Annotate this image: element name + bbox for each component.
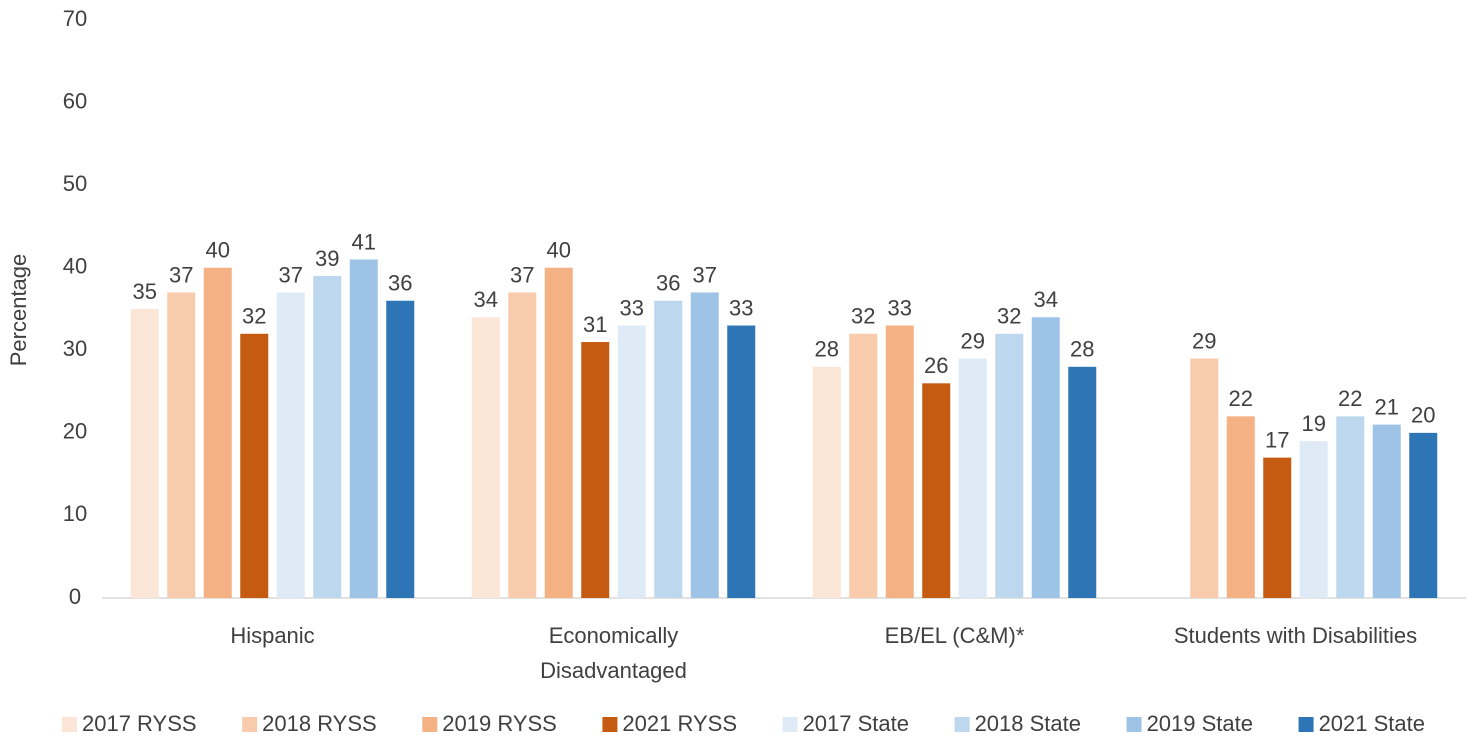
data-label: 19 <box>1302 411 1326 436</box>
data-label: 21 <box>1375 394 1399 419</box>
y-tick-label: 50 <box>63 171 87 196</box>
y-tick-label: 10 <box>63 501 87 526</box>
x-tick-label: Students with Disabilities <box>1174 623 1417 648</box>
legend-swatch <box>422 717 438 732</box>
bar <box>167 292 196 598</box>
legend-label: 2021 State <box>1319 711 1425 736</box>
bar <box>727 325 756 598</box>
bar <box>203 267 232 598</box>
legend-label: 2017 RYSS <box>82 711 197 736</box>
bar <box>1190 358 1219 598</box>
data-label: 33 <box>620 295 644 320</box>
data-label: 17 <box>1265 427 1289 452</box>
bar <box>276 292 305 598</box>
data-label: 37 <box>510 262 534 287</box>
data-label: 33 <box>729 295 753 320</box>
bar <box>1068 366 1097 598</box>
data-label: 34 <box>474 287 498 312</box>
data-label: 32 <box>242 304 266 329</box>
bar <box>1031 317 1060 598</box>
bar <box>1299 441 1328 598</box>
legend-swatch <box>242 717 258 732</box>
bar <box>386 300 415 598</box>
bar <box>958 358 987 598</box>
data-label: 31 <box>583 312 607 337</box>
legend-swatch <box>954 717 970 732</box>
legend-label: 2021 RYSS <box>622 711 737 736</box>
bar <box>1336 416 1365 598</box>
bar <box>690 292 719 598</box>
data-label: 40 <box>547 238 571 263</box>
bar <box>617 325 646 598</box>
bar <box>349 259 378 598</box>
x-tick-label: Economically Disadvantaged <box>540 623 687 683</box>
x-tick-label-line: Economically <box>549 623 679 648</box>
legend-label: 2019 State <box>1147 711 1253 736</box>
data-label: 33 <box>888 295 912 320</box>
bar <box>812 366 841 598</box>
y-tick-label: 70 <box>63 6 87 31</box>
bar <box>885 325 914 598</box>
data-label: 28 <box>815 337 839 362</box>
bar <box>654 300 683 598</box>
data-label: 20 <box>1411 403 1435 428</box>
bar <box>1372 424 1401 598</box>
bar <box>508 292 537 598</box>
data-label: 29 <box>961 328 985 353</box>
data-label: 22 <box>1229 386 1253 411</box>
bar <box>922 383 951 598</box>
data-label: 28 <box>1070 337 1094 362</box>
bar <box>313 275 342 598</box>
data-label: 39 <box>315 246 339 271</box>
legend-swatch <box>782 717 798 732</box>
bar <box>240 333 269 598</box>
bar <box>1226 416 1255 598</box>
data-label: 22 <box>1338 386 1362 411</box>
y-tick-label: 30 <box>63 336 87 361</box>
bar <box>544 267 573 598</box>
data-label: 35 <box>133 279 157 304</box>
x-tick-label-line: Disadvantaged <box>540 658 687 683</box>
legend-label: 2018 RYSS <box>262 711 377 736</box>
legend-swatch <box>602 717 618 732</box>
y-tick-label: 0 <box>69 584 81 609</box>
data-label: 40 <box>206 238 230 263</box>
legend-label: 2019 RYSS <box>442 711 557 736</box>
legend-swatch <box>62 717 77 732</box>
data-label: 37 <box>693 262 717 287</box>
y-tick-label: 40 <box>63 254 87 279</box>
bar <box>1263 457 1292 598</box>
x-tick-label: Hispanic <box>230 623 314 648</box>
data-label: 29 <box>1192 328 1216 353</box>
bar <box>471 317 500 598</box>
data-label: 37 <box>279 262 303 287</box>
legend-swatch <box>1126 717 1142 732</box>
data-label: 41 <box>352 229 376 254</box>
legend-label: 2018 State <box>975 711 1081 736</box>
legend-swatch <box>1298 717 1314 732</box>
bar <box>849 333 878 598</box>
y-axis-title: Percentage <box>6 254 31 367</box>
bar <box>1409 432 1438 598</box>
data-label: 32 <box>851 304 875 329</box>
y-tick-label: 20 <box>63 419 87 444</box>
data-label: 36 <box>388 271 412 296</box>
data-label: 32 <box>997 304 1021 329</box>
bar <box>995 333 1024 598</box>
bar <box>581 342 610 598</box>
data-label: 34 <box>1034 287 1058 312</box>
bar <box>130 309 159 598</box>
data-label: 26 <box>924 353 948 378</box>
x-tick-label: EB/EL (C&M)* <box>885 623 1025 648</box>
y-tick-label: 60 <box>63 88 87 113</box>
data-label: 36 <box>656 271 680 296</box>
legend-label: 2017 State <box>803 711 909 736</box>
data-label: 37 <box>169 262 193 287</box>
